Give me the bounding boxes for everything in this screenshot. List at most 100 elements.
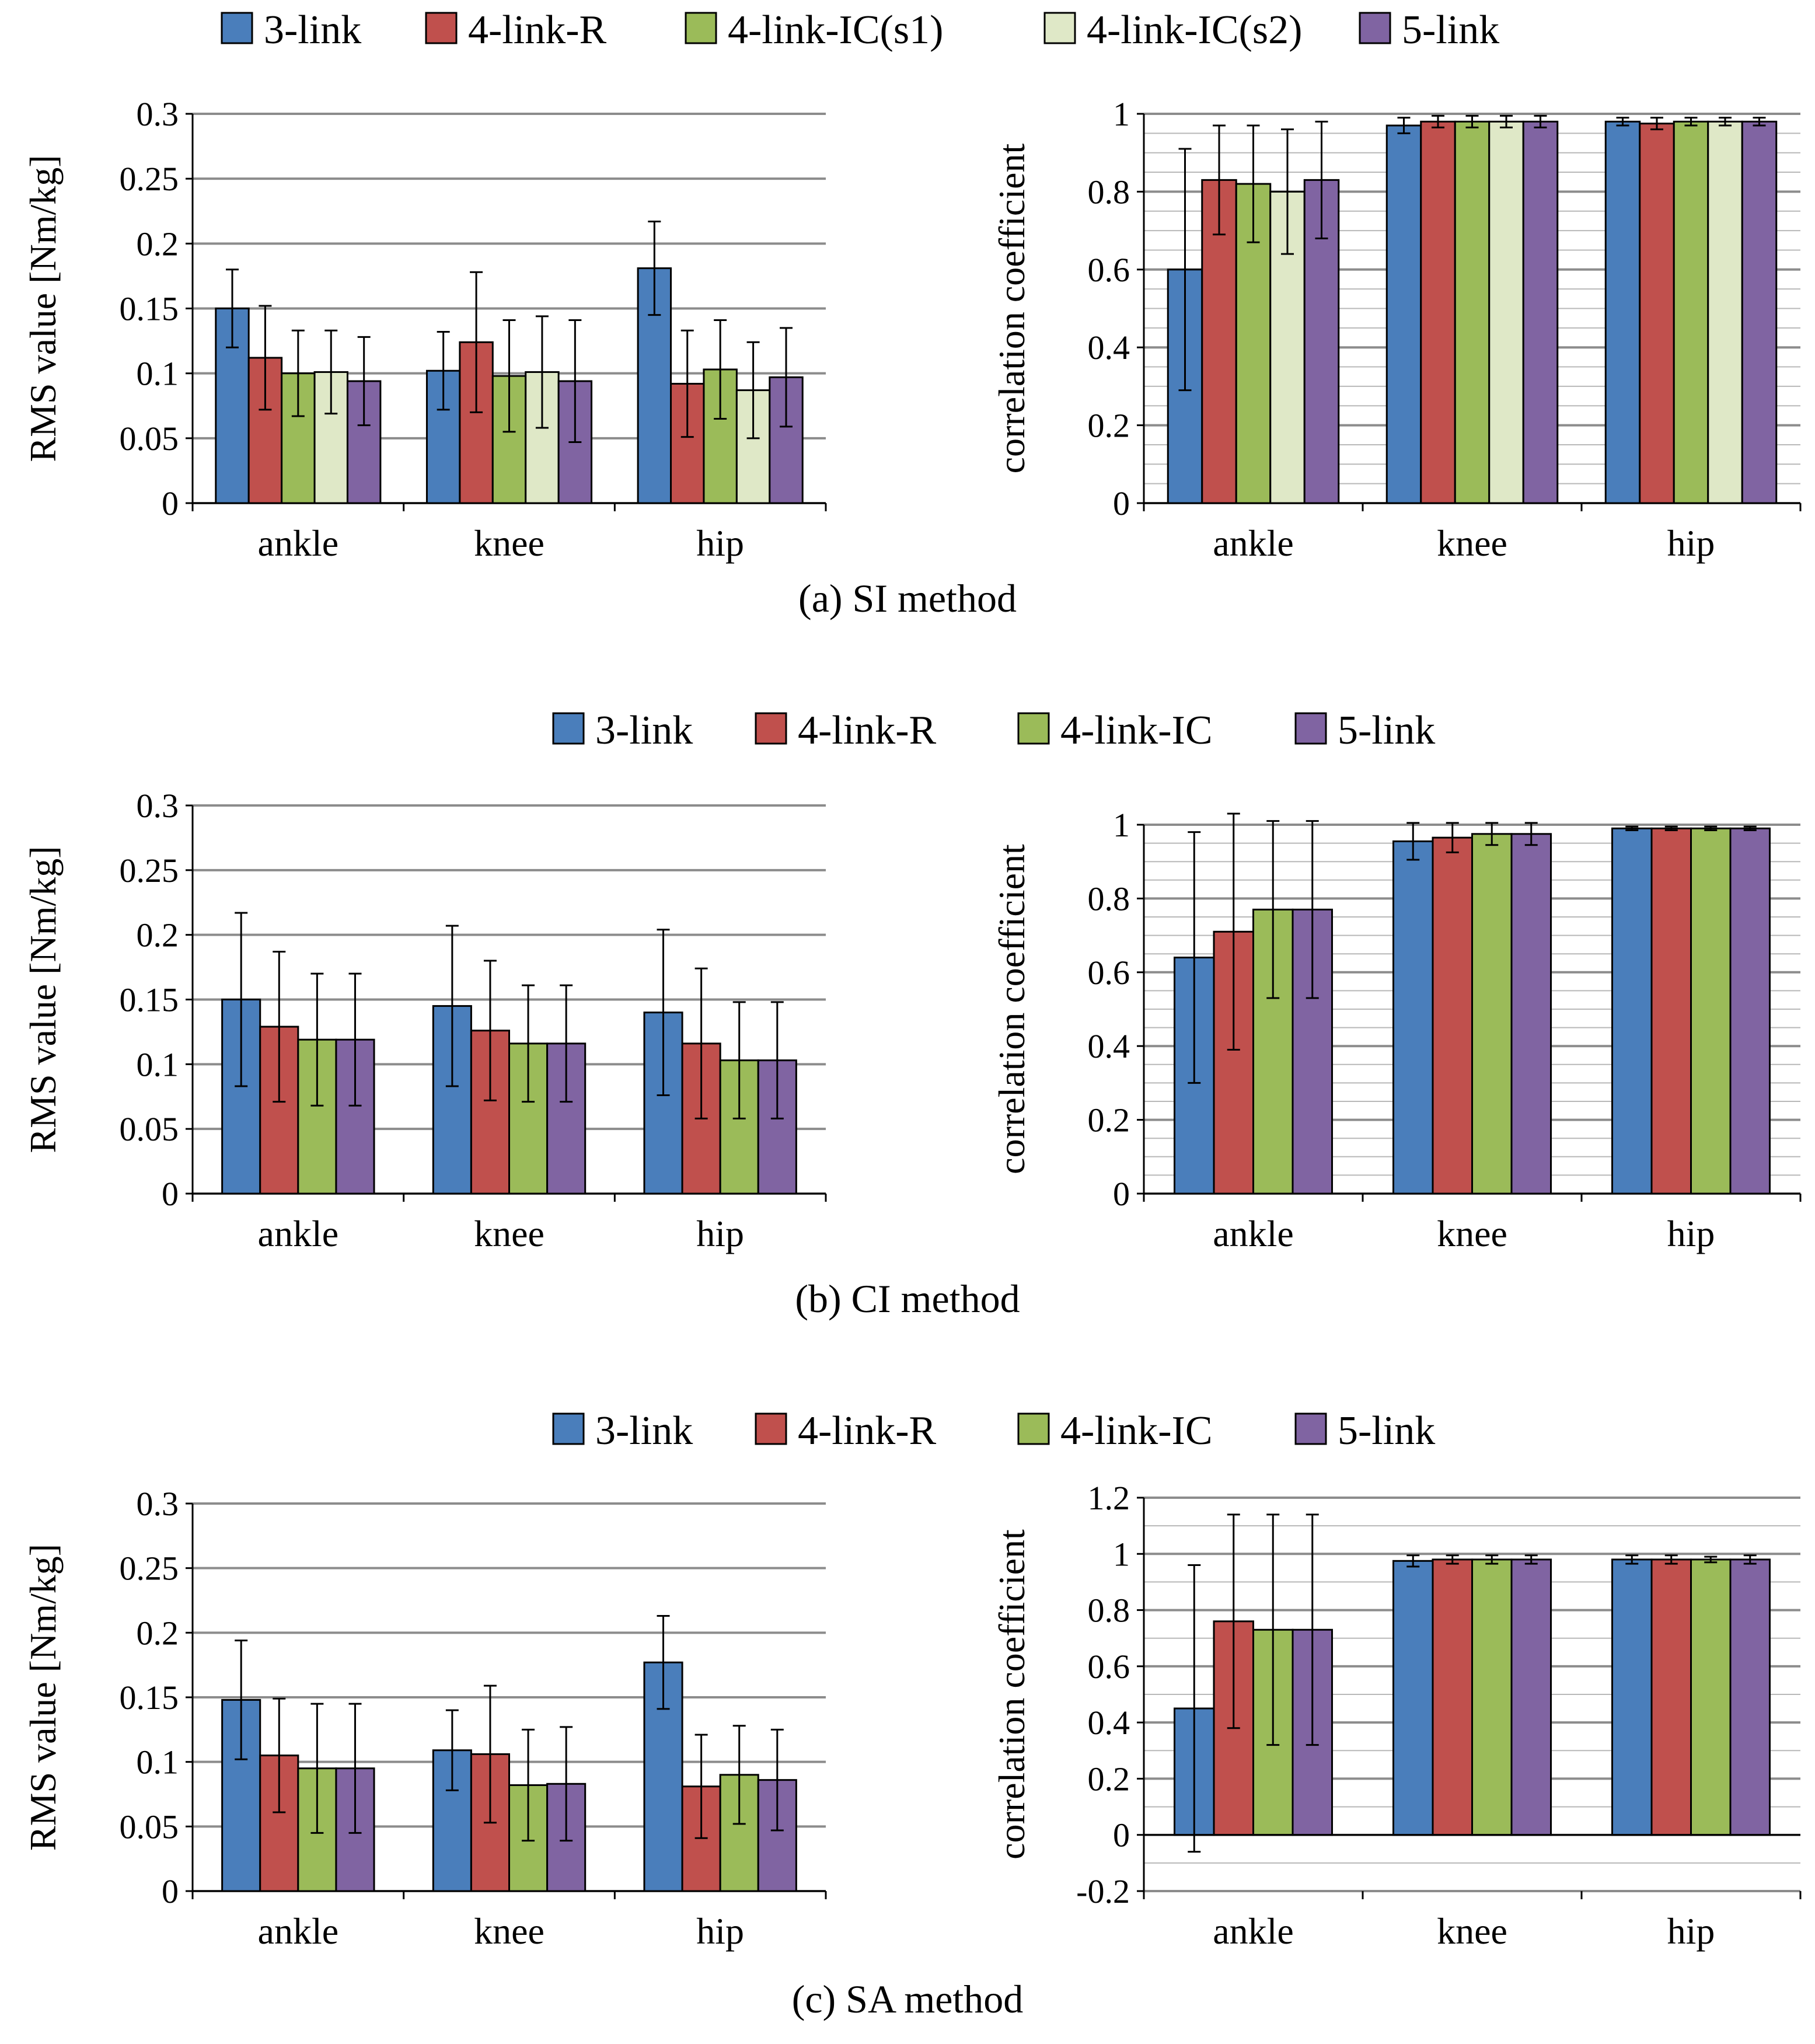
bar-5-link-knee	[1510, 833, 1552, 1195]
legend-label: 5-link	[1338, 1408, 1435, 1453]
category-label: hip	[696, 1213, 744, 1254]
y-axis-label: correlation coefficient	[991, 844, 1032, 1174]
bar-4-link-IC(s2)-knee	[1488, 120, 1524, 504]
bar-5-link-knee	[1522, 120, 1559, 504]
legend-label: 4-link-R	[798, 708, 937, 753]
legend-swatch	[552, 712, 585, 745]
y-axis-label: RMS value [Nm/kg]	[22, 155, 64, 462]
legend-swatch	[1359, 12, 1391, 44]
y-tick-label: 0.8	[1088, 1592, 1130, 1630]
bar-4-link-IC-knee	[1471, 1558, 1513, 1836]
chart-a-corr: 0 0.2 0.4 0.6 0.8 1 ankle knee hip correlation co…	[991, 95, 1802, 564]
y-tick-label: 0.8	[1088, 173, 1130, 211]
y-tick-label: 0.3	[137, 1485, 179, 1523]
legend-label: 4-link-IC	[1060, 1408, 1213, 1453]
y-tick-label: 0.2	[137, 916, 179, 954]
legend-swatch	[1294, 1412, 1327, 1445]
bar-4-link-R-hip	[1639, 123, 1675, 504]
legend-label: 3-link	[595, 708, 693, 753]
bar-5-link-knee	[1510, 1558, 1552, 1836]
chart-b-rms: 0 0.05 0.1 0.15 0.2 0.25 0.3 ankle knee hip RMS va…	[22, 787, 827, 1254]
legend-label: 4-link-IC(s2)	[1087, 8, 1302, 53]
legend-swatch	[425, 12, 458, 44]
y-tick-label: 1	[1113, 806, 1130, 844]
y-tick-label: 0.2	[1088, 1101, 1130, 1139]
y-tick-label: 0.05	[120, 1808, 179, 1846]
y-tick-label: 0.1	[137, 1743, 179, 1781]
y-tick-label: 1	[1113, 95, 1130, 133]
category-label: knee	[474, 1213, 544, 1254]
category-label: ankle	[1213, 1213, 1294, 1254]
legend-swatch	[1017, 1412, 1050, 1445]
legend-swatch	[755, 1412, 787, 1445]
legend-label: 4-link-IC	[1060, 708, 1213, 753]
y-tick-label: 0.6	[1088, 1648, 1130, 1686]
y-tick-label: 0	[162, 1175, 179, 1213]
y-tick-label: 0.25	[120, 160, 179, 198]
category-label: knee	[474, 1910, 544, 1952]
bar-3-link-knee	[1385, 124, 1422, 504]
y-tick-label: 0.3	[137, 787, 179, 825]
y-tick-label: 0.1	[137, 1045, 179, 1083]
legend-0: 3-link 4-link-R 4-link-IC(s1) 4-link-IC(s2)…	[221, 8, 1499, 53]
bar-3-link-hip	[1611, 827, 1653, 1195]
bar-3-link-knee	[1392, 840, 1434, 1195]
category-label: knee	[1437, 1910, 1507, 1952]
bar-3-link-hip	[1611, 1558, 1653, 1836]
chart-a-rms: 0 0.05 0.1 0.15 0.2 0.25 0.3 ankle knee hip RMS va…	[22, 95, 827, 564]
bar-5-link-hip	[1741, 120, 1778, 504]
legend-2: 3-link 4-link-R 4-link-IC 5-link	[552, 1408, 1435, 1453]
bar-4-link-R-knee	[1420, 120, 1456, 504]
bar-3-link-knee	[432, 1005, 472, 1195]
y-tick-label: 0.25	[120, 852, 179, 890]
bar-3-link-hip	[1604, 120, 1641, 504]
y-tick-label: 0.4	[1088, 1027, 1130, 1065]
y-tick-label: 0.3	[137, 95, 179, 133]
y-tick-label: 0	[162, 1872, 179, 1910]
y-tick-label: 0.1	[137, 355, 179, 393]
legend-swatch	[755, 712, 787, 745]
category-label: knee	[474, 522, 544, 564]
y-tick-label: 0	[1113, 1175, 1130, 1213]
bar-4-link-IC-hip	[1690, 827, 1732, 1195]
legend-label: 5-link	[1402, 8, 1499, 53]
category-label: ankle	[1213, 522, 1294, 564]
legend-swatch	[1043, 12, 1076, 44]
y-tick-label: 0	[162, 484, 179, 522]
category-label: ankle	[1213, 1910, 1294, 1952]
bar-4-link-IC(s1)-knee	[1454, 120, 1491, 504]
legend-label: 3-link	[595, 1408, 693, 1453]
y-tick-label: 0.15	[120, 290, 179, 328]
legend-label: 4-link-R	[468, 8, 607, 53]
y-tick-label: 0.05	[120, 1110, 179, 1148]
legend-label: 5-link	[1338, 708, 1435, 753]
category-label: knee	[1437, 522, 1507, 564]
category-label: hip	[1667, 522, 1715, 564]
y-axis-label: RMS value [Nm/kg]	[22, 1544, 64, 1851]
y-tick-label: 0.25	[120, 1550, 179, 1588]
y-tick-label: 1.2	[1088, 1479, 1130, 1517]
caption: (c) SA method	[792, 1977, 1024, 2021]
legend-label: 4-link-IC(s1)	[728, 8, 943, 53]
y-tick-label: 0.15	[120, 1679, 179, 1717]
bar-4-link-R-knee	[1432, 1558, 1473, 1836]
category-label: hip	[1667, 1910, 1715, 1952]
category-label: hip	[696, 1910, 744, 1952]
legend-label: 4-link-R	[798, 1408, 937, 1453]
bar-4-link-R-knee	[1432, 836, 1473, 1195]
y-tick-label: 0.2	[137, 225, 179, 263]
y-tick-label: 0.6	[1088, 954, 1130, 992]
bar-4-link-IC-knee	[1471, 833, 1513, 1195]
category-label: ankle	[258, 1910, 339, 1952]
legend-swatch	[685, 12, 717, 44]
y-tick-label: 0	[1113, 484, 1130, 522]
y-tick-label: 0.2	[1088, 1760, 1130, 1798]
category-label: ankle	[258, 1213, 339, 1254]
y-tick-label: 0.2	[1088, 407, 1130, 445]
bar-4-link-IC(s1)-hip	[1673, 120, 1709, 504]
y-axis-label: correlation coefficient	[991, 1529, 1032, 1860]
legend-swatch	[221, 12, 253, 44]
y-tick-label: 1	[1113, 1535, 1130, 1573]
category-label: knee	[1437, 1213, 1507, 1254]
